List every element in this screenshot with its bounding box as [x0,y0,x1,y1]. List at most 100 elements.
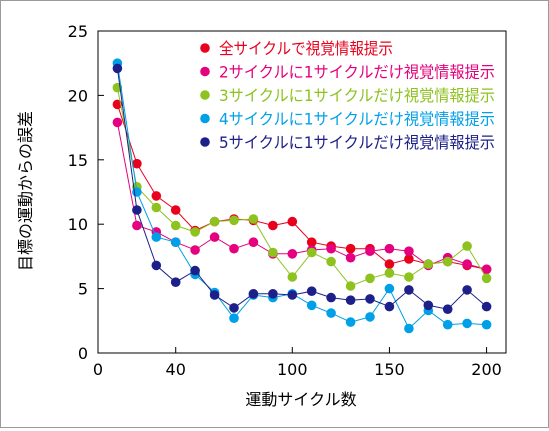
data-point [442,256,453,267]
data-point [365,273,375,284]
data-point [404,323,414,334]
y-axis-label: 目標の運動からの誤差 [16,111,35,271]
data-point [268,289,278,299]
data-point [423,259,434,269]
data-point [306,286,317,297]
legend-marker [200,113,210,124]
data-point [287,290,298,300]
data-point [306,237,317,247]
data-point [384,301,395,312]
data-point [229,313,239,324]
data-point [287,272,298,282]
data-point [132,158,142,169]
data-point [151,232,162,242]
data-point [229,215,239,226]
data-point [384,268,395,278]
x-tick-label: 100 [277,360,308,379]
series-layer [112,58,492,334]
data-point [209,232,220,242]
data-point [462,241,472,251]
data-point [423,300,434,311]
data-point [384,283,395,294]
data-point [190,227,200,237]
data-point [112,117,123,128]
data-point [481,264,492,275]
series-3 [112,82,492,291]
data-point [151,202,162,213]
legend-marker [200,137,210,147]
data-point [209,290,220,300]
data-point [345,243,356,254]
data-point [287,249,298,259]
x-axis-label: 運動サイクル数 [245,390,356,409]
data-point [462,285,472,295]
data-point [287,216,298,227]
data-point [170,277,181,288]
data-point [462,259,472,269]
data-point [404,254,414,264]
data-point [209,216,220,227]
data-point [384,243,395,254]
data-point [462,318,472,329]
data-point [345,317,356,327]
data-point [190,265,200,276]
data-point [229,243,239,254]
legend-label: 4サイクルに1サイクルだけ視覚情報提示 [219,110,495,129]
data-point [326,243,336,254]
y-tick-label: 25 [68,22,88,41]
data-point [404,285,414,295]
data-point [326,256,336,267]
data-point [248,214,259,224]
data-point [365,312,375,322]
data-point [404,272,414,282]
data-point [170,205,181,215]
legend-label: 3サイクルに1サイクルだけ視覚情報提示 [219,86,495,105]
data-point [326,292,336,303]
data-point [442,304,453,315]
data-point [326,308,336,318]
data-point [229,303,239,313]
data-point [190,245,200,255]
data-point [248,289,259,299]
x-tick-label: 150 [374,360,405,379]
x-axis: 0 40 100 150 200 [93,347,502,379]
data-point [112,63,123,74]
plot-area [97,30,507,354]
data-point [345,295,356,306]
data-point [268,247,278,258]
legend-marker [200,43,210,53]
data-point [170,237,181,247]
y-tick-label: 10 [68,215,88,234]
data-point [384,259,395,269]
data-point [170,220,181,231]
data-point [365,294,375,304]
x-tick-label: 40 [166,360,186,379]
data-point [345,281,356,291]
data-point [442,319,453,330]
data-point [345,252,356,263]
legend-label: 全サイクルで視覚情報提示 [219,39,393,58]
data-point [268,220,278,231]
y-tick-label: 15 [68,151,88,170]
legend: 全サイクルで視覚情報提示 2サイクルに1サイクルだけ視覚情報提示 3サイクルに1サイ… [200,39,495,152]
data-point [306,300,317,311]
data-point [481,319,492,330]
data-point [151,260,162,271]
data-point [306,247,317,258]
data-point [132,205,142,215]
y-axis: 0 5 10 15 20 25 [68,22,104,363]
series-5 [112,63,492,315]
data-point [248,237,259,247]
data-point [481,273,492,284]
y-tick-label: 20 [68,86,88,105]
legend-marker [200,90,210,100]
data-point [404,246,414,256]
data-point [481,301,492,312]
data-point [151,191,162,201]
x-tick-label: 0 [93,360,103,379]
data-point [365,246,375,256]
y-tick-label: 0 [78,344,88,363]
x-tick-label: 200 [471,360,502,379]
